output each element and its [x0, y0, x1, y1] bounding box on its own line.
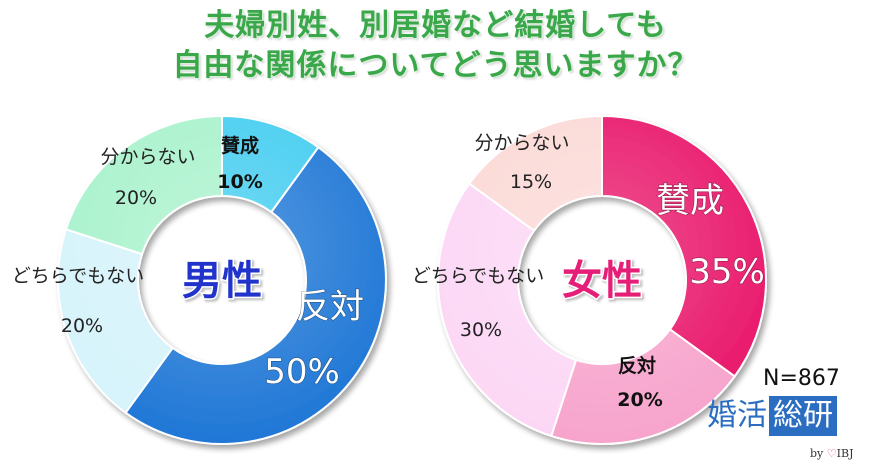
- slice-label-0: 賛成: [656, 181, 724, 221]
- chart-title: 夫婦別姓、別居婚など結婚しても 自由な関係についてどう思いますか？: [0, 6, 871, 86]
- slice-value-3: 15%: [510, 171, 552, 193]
- slice-label-2: どちらでもない: [12, 265, 144, 287]
- logo-byline: by ♡IBJ: [810, 447, 853, 460]
- donut-ring: [57, 114, 387, 445]
- male-donut-chart: 男性 賛成 10% 反対 50% どちらでもない 20% 分からない 20%: [12, 114, 387, 445]
- donut-gloss: [437, 116, 766, 444]
- chart-title-line-1: 夫婦別姓、別居婚など結婚しても: [204, 8, 667, 43]
- slice-label-0: 賛成: [221, 134, 259, 157]
- slice-label-1: 反対: [296, 287, 364, 327]
- donut-gloss: [57, 116, 386, 444]
- slice-label-3: 分からない: [474, 132, 569, 154]
- donut-ring: [437, 114, 767, 445]
- slice-value-2: 20%: [61, 315, 103, 337]
- logo-brand: IBJ: [836, 447, 854, 460]
- slice-value-0: 35%: [689, 252, 765, 292]
- sample-size-note: N=867: [763, 366, 840, 391]
- heart-icon: ♡: [826, 447, 837, 460]
- logo-by-text: by: [810, 447, 824, 460]
- slice-label-1: 反対: [618, 354, 656, 377]
- chart-title-line-2: 自由な関係についてどう思いますか？: [172, 48, 699, 83]
- center-label: 女性: [562, 258, 642, 304]
- slice-value-2: 30%: [460, 319, 502, 341]
- konkatsu-soken-logo: 婚活 総研: [707, 396, 837, 444]
- slice-label-3: 分からない: [100, 146, 195, 168]
- slice-value-1: 50%: [264, 352, 340, 392]
- logo-text-main: 婚活: [707, 398, 767, 433]
- slice-value-1: 20%: [617, 389, 662, 411]
- center-label: 男性: [182, 258, 262, 304]
- slice-label-2: どちらでもない: [412, 265, 544, 287]
- slice-value-3: 20%: [115, 187, 157, 209]
- logo-text-box: 総研: [769, 396, 837, 436]
- slice-value-0: 10%: [217, 171, 262, 193]
